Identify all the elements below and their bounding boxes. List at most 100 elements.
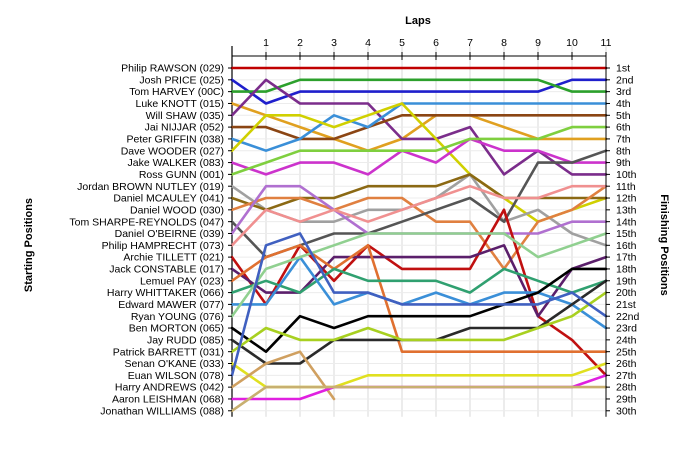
finishing-position-label: 25th bbox=[616, 346, 637, 358]
finishing-position-label: 23rd bbox=[616, 323, 637, 335]
series-line-6 bbox=[230, 102, 608, 152]
finishing-position-label: 15th bbox=[616, 228, 637, 240]
starting-position-label: Edward MAWER (077) bbox=[118, 299, 224, 311]
series-line-5 bbox=[230, 114, 608, 141]
series-line-4 bbox=[230, 78, 608, 176]
finishing-position-label: 4th bbox=[616, 98, 631, 110]
starting-position-label: Euan WILSON (078) bbox=[128, 370, 224, 382]
starting-position-label: Daniel MCAULEY (041) bbox=[113, 193, 224, 205]
series-line-8 bbox=[230, 137, 608, 176]
starting-position-label: Jack CONSTABLE (017) bbox=[109, 264, 224, 276]
series-line-24 bbox=[230, 291, 608, 353]
finishing-position-label: 11th bbox=[616, 181, 636, 193]
starting-position-label: Dave WOODER (027) bbox=[121, 145, 224, 157]
finishing-position-label: 12th bbox=[616, 193, 637, 205]
starting-position-label: Jonathan WILLIAMS (088) bbox=[100, 405, 224, 417]
finishing-position-label: 17th bbox=[616, 252, 637, 264]
starting-position-label: Jake WALKER (083) bbox=[128, 157, 224, 169]
starting-position-label: Tom HARVEY (00C) bbox=[129, 86, 224, 98]
finishing-position-label: 20th bbox=[616, 287, 637, 299]
series-line-16 bbox=[230, 208, 608, 377]
finishing-position-label: 30th bbox=[616, 405, 637, 417]
series-line-3 bbox=[230, 102, 608, 152]
starting-position-label: Jai NIJJAR (052) bbox=[145, 122, 224, 134]
finishing-position-label: 26th bbox=[616, 358, 637, 370]
lap-tick-label: 5 bbox=[399, 37, 405, 49]
starting-position-label: Luke KNOTT (015) bbox=[135, 98, 224, 110]
series-line-19 bbox=[230, 267, 608, 294]
lap-tick-label: 2 bbox=[297, 37, 303, 49]
starting-position-label: Philip HAMPRECHT (073) bbox=[102, 240, 224, 252]
lap-tick-label: 11 bbox=[601, 37, 612, 49]
y-axis-left-label: Starting Positions bbox=[23, 198, 35, 292]
starting-position-label: Daniel O'BEIRNE (039) bbox=[115, 228, 224, 240]
finishing-position-label: 8th bbox=[616, 145, 631, 157]
series-line-22 bbox=[230, 267, 608, 353]
finishing-position-label: 27th bbox=[616, 370, 637, 382]
series-line-9 bbox=[230, 125, 608, 176]
finishing-position-label: 18th bbox=[616, 264, 637, 276]
series-line-29 bbox=[230, 385, 608, 413]
finishing-position-label: 21st bbox=[616, 299, 636, 311]
starting-position-label: Daniel WOOD (030) bbox=[130, 204, 224, 216]
lap-tick-label: 8 bbox=[501, 37, 507, 49]
series-line-15 bbox=[230, 184, 608, 247]
finishing-position-label: 22nd bbox=[616, 311, 640, 323]
series-line-27 bbox=[230, 350, 336, 401]
series-line-18 bbox=[230, 244, 608, 353]
y-axis-right-label: Finishing Positions bbox=[658, 194, 670, 295]
finishing-position-label: 5th bbox=[616, 110, 631, 122]
finishing-position-label: 13th bbox=[616, 204, 637, 216]
lap-tick-label: 6 bbox=[433, 37, 439, 49]
axis-layer: 1 2 3 4 5 6 7 8 9 10 11 bbox=[228, 37, 612, 417]
lap-tick-label: 7 bbox=[467, 37, 473, 49]
starting-position-label: Will SHAW (035) bbox=[146, 110, 224, 122]
starting-position-label: Archie TILLETT (021) bbox=[123, 252, 224, 264]
finishing-position-label: 3rd bbox=[616, 86, 631, 98]
label-layer: Philip RAWSON (029)Josh PRICE (025)Tom H… bbox=[69, 63, 639, 418]
series-line-17 bbox=[230, 244, 608, 318]
lap-tick-label: 10 bbox=[566, 37, 578, 49]
lap-tick-label: 9 bbox=[535, 37, 541, 49]
series-line-1 bbox=[230, 78, 608, 105]
series-line-11 bbox=[230, 173, 608, 212]
starting-position-label: Josh PRICE (025) bbox=[139, 74, 224, 86]
lap-tick-label: 1 bbox=[263, 37, 269, 49]
series-line-21 bbox=[230, 232, 608, 318]
starting-position-label: Jordan BROWN NUTLEY (019) bbox=[77, 181, 224, 193]
finishing-position-label: 7th bbox=[616, 134, 631, 146]
starting-position-label: Lemuel PAY (023) bbox=[140, 275, 224, 287]
series-line-26 bbox=[230, 232, 608, 377]
starting-position-label: Harry WHITTAKER (066) bbox=[107, 287, 224, 299]
series-layer bbox=[230, 66, 608, 413]
starting-position-label: Tom SHARPE-REYNOLDS (047) bbox=[69, 216, 224, 228]
starting-position-label: Senan O'KANE (033) bbox=[125, 358, 224, 370]
finishing-position-label: 1st bbox=[616, 63, 630, 75]
starting-position-label: Patrick BARRETT (031) bbox=[113, 346, 224, 358]
finishing-position-label: 10th bbox=[616, 169, 637, 181]
starting-position-label: Ben MORTON (065) bbox=[129, 323, 224, 335]
finishing-position-label: 9th bbox=[616, 157, 631, 169]
finishing-position-label: 29th bbox=[616, 394, 637, 406]
series-line-20 bbox=[230, 255, 608, 330]
starting-position-label: Philip RAWSON (029) bbox=[121, 63, 224, 75]
starting-position-label: Ryan YOUNG (076) bbox=[131, 311, 224, 323]
starting-position-label: Peter GRIFFIN (038) bbox=[127, 134, 224, 146]
series-line-2 bbox=[230, 78, 608, 93]
starting-position-label: Aaron LEISHMAN (068) bbox=[112, 394, 224, 406]
finishing-position-label: 6th bbox=[616, 122, 631, 134]
grid-layer bbox=[231, 46, 607, 417]
starting-position-label: Harry ANDREWS (042) bbox=[115, 382, 224, 394]
series-line-12 bbox=[230, 184, 608, 271]
finishing-position-label: 19th bbox=[616, 275, 637, 287]
chart-title: Laps bbox=[405, 15, 431, 27]
starting-position-label: Jay RUDD (085) bbox=[147, 334, 224, 346]
finishing-position-label: 24th bbox=[616, 334, 637, 346]
lap-tick-label: 3 bbox=[331, 37, 337, 49]
starting-position-label: Ross GUNN (001) bbox=[139, 169, 224, 181]
finishing-position-label: 14th bbox=[616, 216, 637, 228]
lap-tick-label: 4 bbox=[365, 37, 371, 49]
finishing-position-label: 2nd bbox=[616, 74, 634, 86]
finishing-position-label: 16th bbox=[616, 240, 637, 252]
